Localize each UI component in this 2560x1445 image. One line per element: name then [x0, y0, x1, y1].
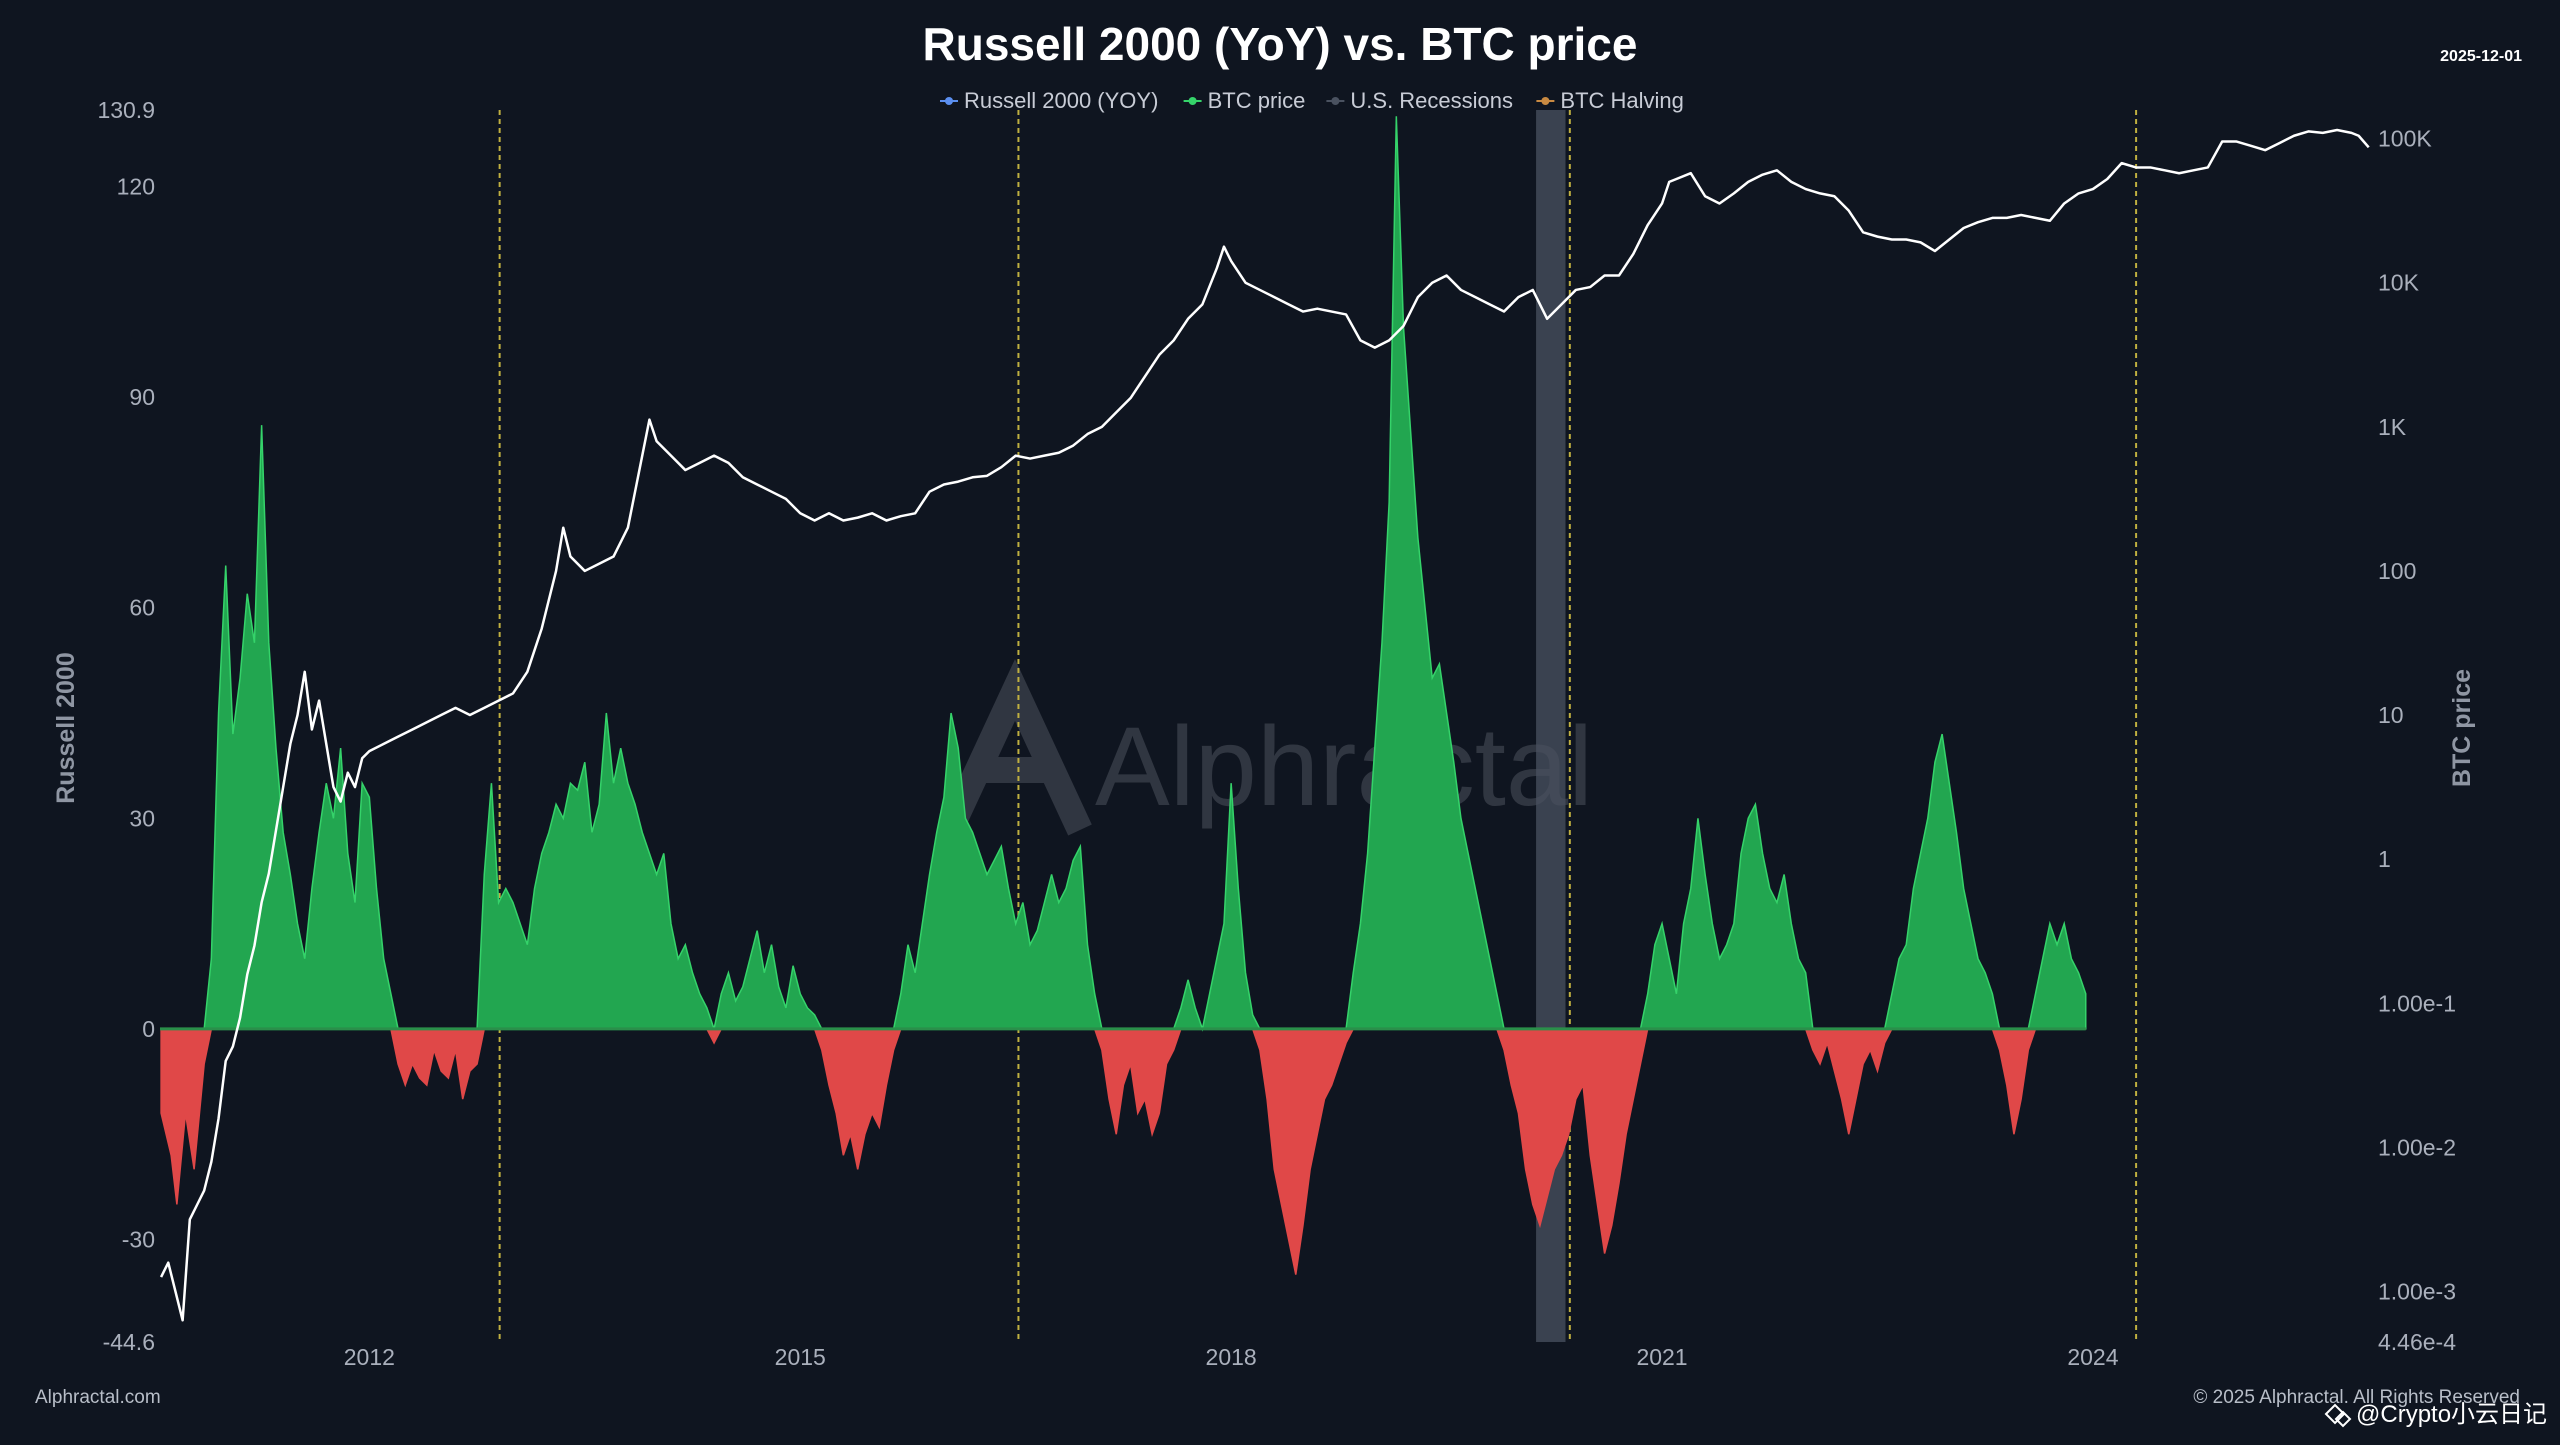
- legend-marker-2: [1331, 97, 1340, 105]
- legend-marker-0: [945, 97, 953, 105]
- legend-marker-1: [1188, 97, 1197, 105]
- right-axis-label: BTC price: [2448, 669, 2476, 787]
- legend-item-1: BTC price: [1208, 88, 1306, 113]
- footer-copyright: © 2025 Alphractal. All Rights Reserved: [2193, 1387, 2520, 1408]
- right-tick-1: 10K: [2378, 270, 2420, 296]
- credit-icon: [2324, 1403, 2352, 1428]
- halving-lines: [498, 110, 2138, 1342]
- left-tick-7: -44.6: [103, 1329, 155, 1355]
- right-tick-9: 4.46e-4: [2378, 1329, 2456, 1355]
- credit-watermark: @Crypto小云日记: [2324, 1401, 2547, 1428]
- right-tick-5: 1: [2378, 846, 2391, 872]
- btc-line-path: [159, 128, 2370, 1322]
- left-tick-5: 0: [142, 1016, 155, 1042]
- watermark-text: Alphractal: [1095, 704, 1593, 829]
- right-axis: 100K 10K 1K 100 10 1 1.00e-1 1.00e-2 1.00e-3 4.46…: [2378, 126, 2456, 1355]
- x-tick-1: 2015: [775, 1344, 826, 1370]
- left-tick-3: 60: [129, 595, 155, 621]
- legend-item-3: BTC Halving: [1560, 88, 1683, 113]
- left-tick-6: -30: [122, 1227, 155, 1253]
- right-tick-0: 100K: [2378, 126, 2432, 152]
- legend-marker-3: [1541, 97, 1550, 105]
- right-tick-8: 1.00e-3: [2378, 1278, 2456, 1304]
- right-tick-3: 100: [2378, 558, 2416, 584]
- footer-source: Alphractal.com: [35, 1387, 161, 1408]
- right-tick-4: 10: [2378, 702, 2404, 728]
- left-axis: 130.9 120 90 60 30 0 -30 -44.6: [97, 97, 155, 1355]
- x-tick-3: 2021: [1636, 1344, 1687, 1370]
- left-tick-0: 130.9: [97, 97, 155, 123]
- btc-price-line: [159, 128, 2370, 1322]
- x-tick-2: 2018: [1206, 1344, 1257, 1370]
- right-tick-6: 1.00e-1: [2378, 990, 2456, 1016]
- legend-item-2: U.S. Recessions: [1350, 88, 1513, 113]
- x-axis: 2012 2015 2018 2021 2024: [344, 1344, 2119, 1370]
- left-tick-1: 120: [117, 174, 155, 200]
- left-tick-4: 30: [129, 805, 155, 831]
- right-tick-7: 1.00e-2: [2378, 1134, 2456, 1160]
- right-tick-2: 1K: [2378, 414, 2407, 440]
- chart-title: Russell 2000 (YoY) vs. BTC price: [923, 18, 1638, 70]
- x-tick-4: 2024: [2067, 1344, 2118, 1370]
- alphractal-watermark: Alphractal: [938, 659, 1593, 836]
- legend: Russell 2000 (YOY) BTC price U.S. Recessio…: [940, 88, 1684, 113]
- watermark-logo-icon: [938, 659, 1092, 836]
- x-tick-0: 2012: [344, 1344, 395, 1370]
- chart-date: 2025-12-01: [2440, 48, 2522, 65]
- credit-text: @Crypto小云日记: [2356, 1401, 2547, 1428]
- left-axis-label: Russell 2000: [52, 652, 80, 804]
- left-tick-2: 90: [129, 384, 155, 410]
- legend-item-0: Russell 2000 (YOY): [964, 88, 1158, 113]
